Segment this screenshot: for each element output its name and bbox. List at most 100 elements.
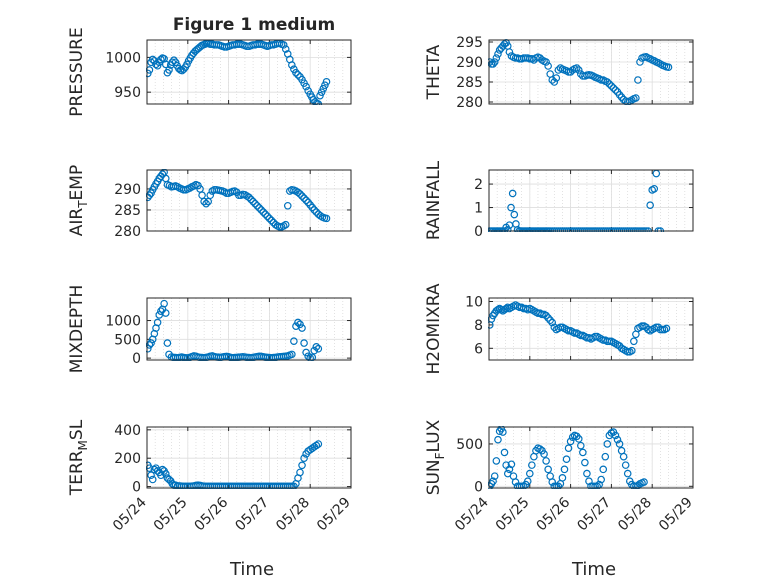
data-point <box>317 88 326 96</box>
axes-frame <box>146 297 352 361</box>
data-point <box>267 216 276 225</box>
data-point <box>599 465 608 474</box>
axes-background <box>147 427 351 488</box>
y-tick-label: 0 <box>132 351 141 367</box>
data-point <box>308 353 317 361</box>
data-point <box>523 477 532 486</box>
y-tick-label: 285 <box>114 203 141 219</box>
data-point <box>581 458 589 467</box>
data-point <box>311 98 319 105</box>
data-point <box>147 471 155 480</box>
data-point <box>510 210 519 219</box>
data-point <box>558 474 567 482</box>
data-point <box>298 192 306 200</box>
data-point <box>298 461 306 470</box>
data-point <box>251 199 259 208</box>
data-point <box>502 304 510 313</box>
data-point <box>161 309 170 317</box>
data-point <box>623 469 632 478</box>
data-point <box>155 311 164 319</box>
data-point <box>497 305 506 314</box>
data-point <box>290 337 298 346</box>
data-point <box>601 452 610 461</box>
y-tick-label: 500 <box>114 332 141 348</box>
data-point <box>281 45 290 53</box>
data-point <box>544 465 552 474</box>
y-tick-label: 290 <box>456 55 483 71</box>
y-tick-label: 1000 <box>105 314 141 330</box>
data-point <box>562 455 571 463</box>
data-point <box>617 93 626 102</box>
data-point <box>540 450 548 458</box>
data-point <box>576 441 585 450</box>
data-point <box>202 199 210 208</box>
data-point <box>546 316 555 325</box>
y-tick-label: 8 <box>474 318 483 334</box>
data-point <box>322 77 331 86</box>
x-tick-label: 05/27 <box>574 495 614 535</box>
data-point <box>507 203 515 212</box>
data-point <box>542 311 550 320</box>
data-series <box>488 426 648 489</box>
data-point <box>161 60 170 69</box>
y-tick-label: 0 <box>474 479 483 495</box>
x-tick-label: 05/24 <box>110 494 150 534</box>
data-point <box>544 314 552 322</box>
data-point <box>245 193 253 202</box>
axes-frame <box>488 297 694 361</box>
y-tick-label: 1000 <box>105 50 141 66</box>
data-point <box>146 344 152 353</box>
data-point <box>171 58 180 67</box>
x-tick-label: 05/28 <box>615 495 655 535</box>
data-point <box>300 454 308 463</box>
data-point <box>574 435 583 443</box>
y-tick-label: 280 <box>456 95 483 111</box>
subplot-sun-flux: 0 500 05/24 05/25 05/26 05/27 05/28 05/29 <box>452 426 696 535</box>
data-point <box>294 70 302 79</box>
data-point <box>564 444 573 452</box>
y-axis-label: H2OMIXRA <box>424 283 444 374</box>
axes-frame <box>488 169 694 232</box>
x-tick-label: 05/24 <box>452 494 492 534</box>
data-point <box>161 470 170 478</box>
data-point <box>255 204 264 212</box>
data-point <box>615 440 624 448</box>
data-point <box>168 58 177 67</box>
data-point <box>507 460 516 469</box>
data-point <box>593 482 601 489</box>
data-point <box>492 457 501 465</box>
y-tick-label: 0 <box>132 480 141 496</box>
data-point <box>302 196 310 205</box>
data-point <box>611 86 620 94</box>
data-point <box>153 61 162 70</box>
y-tick-label: 950 <box>114 85 141 101</box>
data-point <box>288 350 296 359</box>
data-point <box>505 48 514 56</box>
data-point <box>157 307 165 315</box>
data-point <box>615 91 624 99</box>
data-point <box>544 62 552 70</box>
x-tick-label: 05/25 <box>493 495 533 535</box>
y-tick-label: 280 <box>114 224 141 240</box>
data-point <box>490 58 499 66</box>
data-point <box>650 184 659 193</box>
y-tick-label: 10 <box>465 295 483 311</box>
data-point <box>566 437 575 446</box>
data-point <box>296 190 304 198</box>
data-point <box>662 324 671 333</box>
data-point <box>261 210 270 218</box>
axes-background <box>489 170 693 231</box>
y-tick-label: 6 <box>474 341 483 357</box>
data-point <box>183 60 191 69</box>
data-point <box>488 315 496 323</box>
axes-frame <box>146 169 352 232</box>
y-tick-label: 400 <box>114 423 141 439</box>
data-point <box>310 346 319 355</box>
data-point <box>302 348 310 357</box>
data-point <box>296 320 304 329</box>
data-point <box>548 318 557 327</box>
data-point <box>542 457 550 465</box>
subplot-air-temp: 280 285 290 <box>114 169 352 240</box>
data-point <box>292 68 300 77</box>
data-point <box>302 82 310 91</box>
